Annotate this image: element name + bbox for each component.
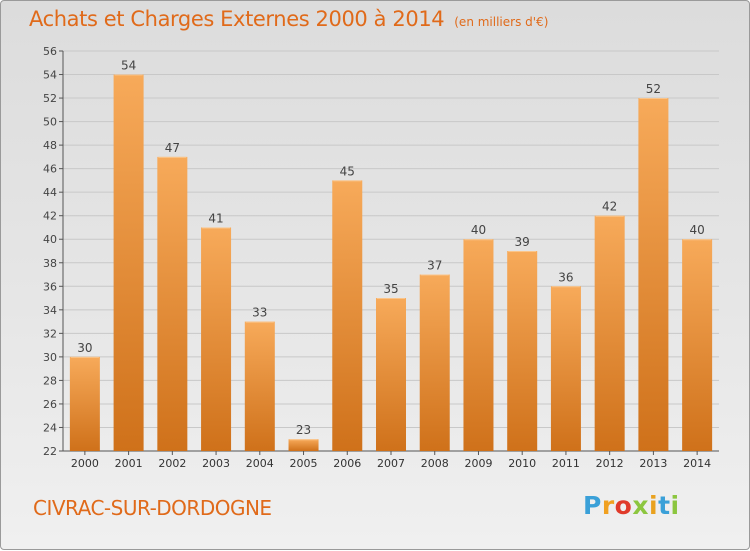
x-tick-label: 2009 [464, 457, 492, 470]
x-tick-label: 2003 [202, 457, 230, 470]
y-tick-label: 46 [43, 163, 57, 176]
x-tick-label: 2011 [552, 457, 580, 470]
data-label: 45 [340, 164, 355, 178]
data-label: 23 [296, 423, 311, 437]
data-label: 33 [252, 306, 267, 320]
bar-2014 [682, 239, 713, 451]
y-tick-label: 44 [43, 186, 57, 199]
data-label: 36 [558, 270, 573, 284]
chart-unit: (en milliers d'€) [454, 15, 549, 29]
bar-2004 [244, 321, 275, 451]
x-tick-label: 2012 [596, 457, 624, 470]
x-tick-label: 2002 [158, 457, 186, 470]
commune-name: CIVRAC-SUR-DORDOGNE [33, 496, 272, 520]
y-tick-label: 40 [43, 233, 57, 246]
bar-2001 [113, 74, 144, 451]
chart-title: Achats et Charges Externes 2000 à 2014 (e… [29, 7, 548, 31]
y-tick-label: 30 [43, 351, 57, 364]
data-label: 30 [77, 341, 92, 355]
y-tick-label: 48 [43, 139, 57, 152]
y-tick-label: 38 [43, 257, 57, 270]
data-label: 52 [646, 82, 661, 96]
bar-2005 [288, 439, 319, 451]
x-tick-label: 2010 [508, 457, 536, 470]
data-label: 42 [602, 200, 617, 214]
data-label: 40 [471, 223, 486, 237]
y-tick-label: 26 [43, 398, 57, 411]
bar-2009 [463, 239, 494, 451]
bar-2006 [332, 180, 363, 452]
data-label: 40 [689, 223, 704, 237]
bar-2003 [201, 227, 232, 451]
bar-2011 [550, 286, 581, 451]
x-tick-label: 2014 [683, 457, 711, 470]
x-tick-label: 2004 [246, 457, 274, 470]
data-label: 47 [165, 141, 180, 155]
x-tick-label: 2008 [421, 457, 449, 470]
x-tick-label: 2006 [333, 457, 361, 470]
data-label: 41 [208, 211, 223, 225]
y-tick-label: 42 [43, 210, 57, 223]
y-tick-label: 36 [43, 280, 57, 293]
x-tick-label: 2007 [377, 457, 405, 470]
bar-2002 [157, 156, 188, 451]
y-tick-label: 50 [43, 116, 57, 129]
data-label: 54 [121, 59, 136, 73]
x-tick-label: 2005 [290, 457, 318, 470]
data-label: 37 [427, 259, 442, 273]
x-tick-label: 2000 [71, 457, 99, 470]
bar-2013 [638, 98, 669, 451]
x-tick-label: 2013 [639, 457, 667, 470]
bar-2012 [594, 215, 625, 451]
y-tick-label: 54 [43, 69, 57, 82]
y-tick-label: 22 [43, 445, 57, 458]
bar-2008 [419, 274, 450, 451]
y-tick-label: 28 [43, 374, 57, 387]
bar-2000 [69, 356, 100, 451]
bar-2007 [376, 298, 406, 451]
y-tick-label: 24 [43, 421, 57, 434]
proxiti-logo: Proxiti [583, 491, 680, 520]
bar-2010 [507, 251, 538, 451]
chart-title-text: Achats et Charges Externes 2000 à 2014 [29, 7, 445, 31]
y-tick-label: 52 [43, 92, 57, 105]
y-tick-label: 32 [43, 327, 57, 340]
y-tick-label: 34 [43, 304, 57, 317]
data-label: 35 [383, 282, 398, 296]
data-label: 39 [515, 235, 530, 249]
x-tick-label: 2001 [115, 457, 143, 470]
y-tick-label: 56 [43, 45, 57, 58]
